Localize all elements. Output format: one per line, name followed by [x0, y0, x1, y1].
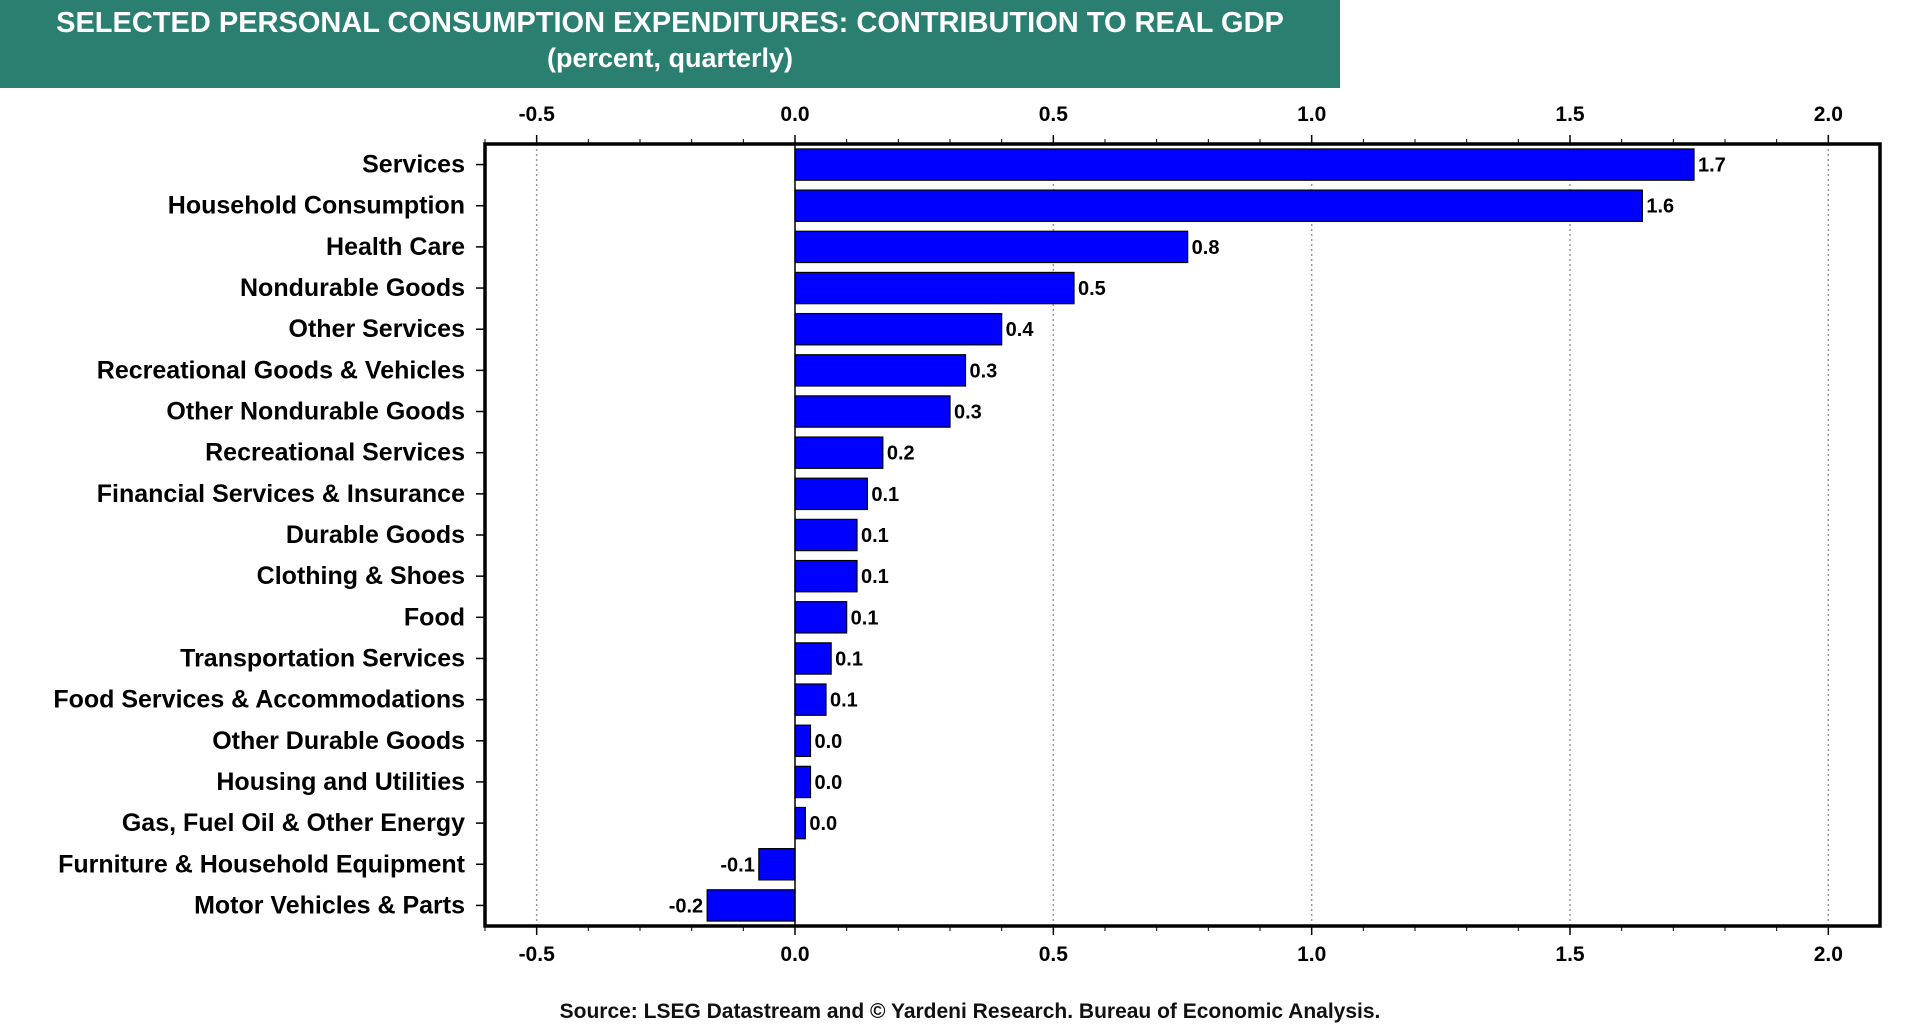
- title-banner: SELECTED PERSONAL CONSUMPTION EXPENDITUR…: [0, 0, 1340, 88]
- bar: [794, 148, 1695, 181]
- data-label: 0.1: [871, 484, 899, 506]
- data-label: 0.1: [861, 525, 889, 547]
- category-label: Household Consumption: [168, 192, 465, 220]
- category-label: Other Services: [289, 315, 466, 343]
- x-tick-label-bottom: 0.5: [1039, 943, 1069, 966]
- category-label: Services: [362, 151, 465, 179]
- bar: [794, 312, 1003, 346]
- bar: [794, 518, 858, 552]
- category-label: Other Nondurable Goods: [166, 398, 465, 426]
- category-label: Motor Vehicles & Parts: [194, 891, 465, 919]
- bar: [794, 765, 812, 799]
- data-label: 0.2: [887, 443, 915, 465]
- x-tick-label-bottom: -0.5: [519, 943, 556, 966]
- chart-subtitle: (percent, quarterly): [546, 43, 794, 73]
- data-label: 0.8: [1192, 237, 1220, 259]
- bar: [794, 354, 967, 387]
- category-label: Furniture & Household Equipment: [58, 850, 466, 878]
- bar: [794, 559, 858, 593]
- bar: [794, 683, 827, 716]
- bar: [706, 889, 796, 922]
- bar: [794, 806, 806, 840]
- category-label: Gas, Fuel Oil & Other Energy: [122, 809, 465, 837]
- category-label: Clothing & Shoes: [257, 562, 465, 590]
- bar: [794, 436, 884, 469]
- data-label: 0.1: [851, 607, 879, 629]
- x-tick-label-top: 1.0: [1297, 103, 1326, 126]
- x-tick-label-bottom: 2.0: [1814, 943, 1843, 966]
- x-tick-label-top: 2.0: [1814, 103, 1843, 126]
- data-label: 0.4: [1006, 319, 1035, 341]
- bar-chart: -0.5 -0.5 0.0 0.0 0.5 0.5 1.0 1.0 1.5 1.5 2.0 2.0 Se…: [53, 103, 1882, 966]
- data-label: 0.1: [861, 566, 889, 588]
- data-label: 1.7: [1698, 155, 1726, 177]
- data-label: 0.0: [815, 731, 843, 753]
- x-tick-label-bottom: 1.0: [1297, 943, 1326, 966]
- category-label: Recreational Services: [205, 439, 465, 467]
- data-label: 0.1: [835, 648, 863, 670]
- category-label: Transportation Services: [180, 644, 465, 672]
- bar: [794, 642, 832, 675]
- bar: [794, 601, 848, 634]
- category-label: Recreational Goods & Vehicles: [97, 356, 465, 384]
- bar: [794, 477, 868, 511]
- data-label: 0.0: [815, 772, 843, 794]
- bar: [794, 724, 812, 758]
- data-label: 0.0: [809, 813, 837, 835]
- category-label: Food Services & Accommodations: [53, 686, 465, 714]
- bar: [794, 271, 1075, 305]
- data-label: 1.6: [1646, 196, 1674, 218]
- data-label: 0.1: [830, 690, 858, 712]
- bar: [758, 848, 796, 881]
- data-label: -0.2: [669, 895, 703, 917]
- x-tick-label-top: -0.5: [519, 103, 556, 126]
- bar: [794, 230, 1189, 264]
- category-label: Durable Goods: [286, 521, 465, 549]
- chart-title: SELECTED PERSONAL CONSUMPTION EXPENDITUR…: [56, 7, 1284, 39]
- category-label: Financial Services & Insurance: [97, 480, 465, 508]
- x-tick-label-top: 0.0: [780, 103, 809, 126]
- data-label: 0.5: [1078, 278, 1106, 300]
- x-tick-label-top: 1.5: [1555, 103, 1585, 126]
- category-label: Health Care: [326, 233, 465, 261]
- x-tick-label-top: 0.5: [1039, 103, 1069, 126]
- category-label: Housing and Utilities: [216, 768, 465, 796]
- plot-border: [483, 142, 1882, 928]
- bar: [794, 395, 951, 428]
- x-tick-label-bottom: 0.0: [780, 943, 809, 966]
- bar: [794, 189, 1643, 222]
- category-label: Food: [404, 603, 465, 631]
- category-label: Other Durable Goods: [212, 727, 465, 755]
- source-note: Source: LSEG Datastream and © Yardeni Re…: [559, 1000, 1381, 1023]
- category-label: Nondurable Goods: [240, 274, 465, 302]
- data-label: 0.3: [954, 402, 982, 424]
- data-label: -0.1: [720, 854, 754, 876]
- x-tick-label-bottom: 1.5: [1555, 943, 1585, 966]
- data-label: 0.3: [970, 360, 998, 382]
